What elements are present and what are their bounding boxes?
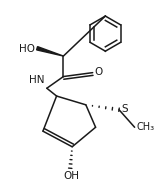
Text: S: S (121, 104, 128, 114)
Text: HN: HN (29, 75, 45, 85)
Text: OH: OH (63, 171, 79, 181)
Text: HO: HO (19, 44, 35, 54)
Text: CH₃: CH₃ (137, 122, 155, 132)
Polygon shape (37, 47, 63, 56)
Text: O: O (95, 67, 103, 77)
